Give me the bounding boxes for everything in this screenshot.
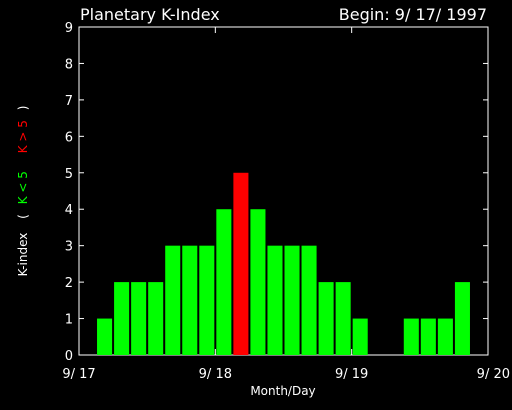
bar-8 <box>216 209 232 355</box>
y-axis-title-open: ( <box>16 214 30 219</box>
y-axis-title-high: K > 5 <box>16 120 30 153</box>
bar-20 <box>420 318 436 355</box>
chart-title: Planetary K-Index <box>80 5 220 24</box>
y-tick-label-7: 7 <box>65 94 73 109</box>
y-tick-label-4: 4 <box>65 203 73 218</box>
bar-7 <box>199 245 215 355</box>
x-tick-label-1: 9/ 18 <box>199 367 232 382</box>
y-axis-title-low: K < 5 <box>16 171 30 204</box>
bar-9 <box>233 172 249 355</box>
bar-21 <box>437 318 453 355</box>
bar-5 <box>165 245 181 355</box>
y-axis: 0 1 2 3 4 5 6 7 8 9 <box>65 21 488 364</box>
y-tick-label-8: 8 <box>65 57 73 72</box>
y-axis-title-prefix: K-index <box>16 233 30 277</box>
bar-22 <box>454 282 470 355</box>
y-tick-label-6: 6 <box>65 130 73 145</box>
y-axis-title-close: ) <box>16 106 30 111</box>
bar-16 <box>352 318 368 355</box>
bar-12 <box>284 245 300 355</box>
bar-2 <box>114 282 130 355</box>
bar-15 <box>335 282 351 355</box>
bar-14 <box>318 282 334 355</box>
x-axis: 9/ 17 9/ 18 9/ 19 9/ 20 <box>62 27 510 382</box>
bar-6 <box>182 245 198 355</box>
chart-subtitle: Begin: 9/ 17/ 1997 <box>339 5 487 24</box>
y-tick-label-5: 5 <box>65 167 73 182</box>
bar-4 <box>148 282 164 355</box>
bar-19 <box>403 318 419 355</box>
x-tick-label-2: 9/ 19 <box>335 367 368 382</box>
bar-10 <box>250 209 266 355</box>
bar-1 <box>97 318 113 355</box>
plot-frame <box>78 26 489 356</box>
bar-3 <box>131 282 147 355</box>
x-tick-label-0: 9/ 17 <box>62 367 95 382</box>
y-tick-label-3: 3 <box>65 240 73 255</box>
y-tick-label-9: 9 <box>65 21 73 36</box>
y-tick-label-0: 0 <box>65 349 73 364</box>
y-axis-title: K-index ( K < 5 K > 5 ) <box>16 106 30 277</box>
bar-group <box>97 172 470 355</box>
y-tick-label-1: 1 <box>65 313 73 328</box>
y-tick-label-2: 2 <box>65 276 73 291</box>
x-tick-label-3: 9/ 20 <box>477 367 510 382</box>
bar-13 <box>301 245 317 355</box>
x-axis-title: Month/Day <box>250 384 315 398</box>
bar-11 <box>267 245 283 355</box>
